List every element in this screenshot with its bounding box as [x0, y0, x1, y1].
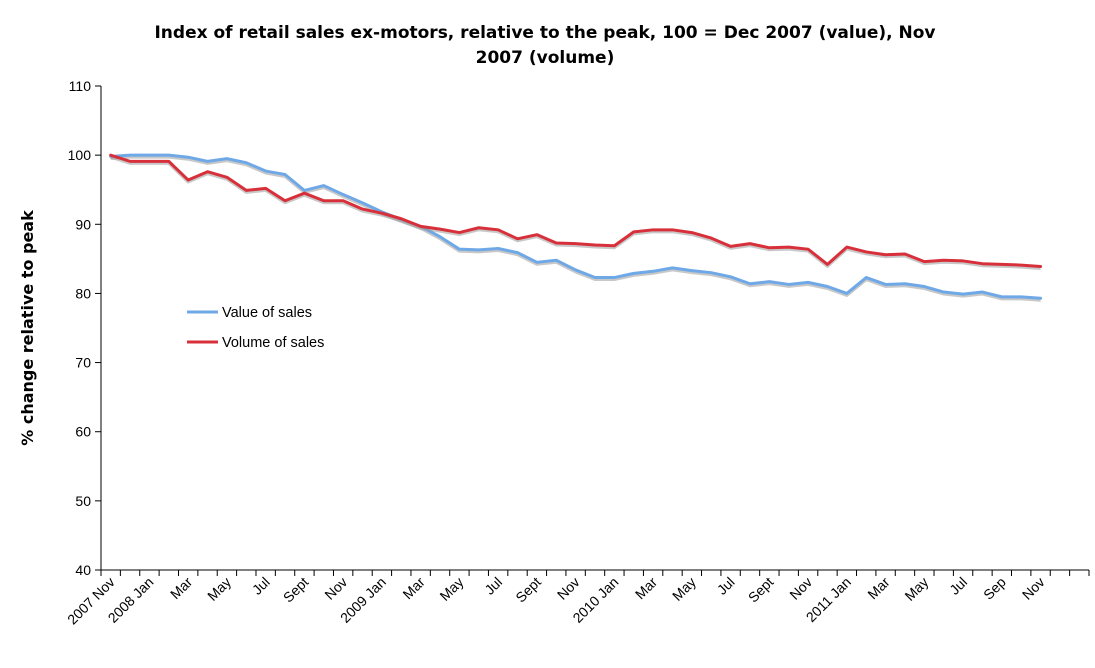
volume-of-sales-shadow — [110, 155, 1041, 270]
x-tick-label: Mar — [399, 574, 428, 603]
x-tick-label: Mar — [864, 574, 893, 603]
chart-title-line-1: Index of retail sales ex-motors, relativ… — [154, 23, 935, 43]
chart-title-line-2: 2007 (volume) — [476, 48, 615, 68]
x-tick-label: Nov — [554, 574, 583, 603]
value-of-sales-line — [109, 153, 1043, 300]
x-tick-label: Jul — [481, 574, 505, 598]
y-tick-label: 110 — [69, 78, 92, 94]
x-tick-label: Sep — [980, 574, 1009, 603]
x-tick-label: Jul — [714, 574, 738, 598]
x-tick-label: Jul — [946, 574, 970, 598]
x-tick-label: Jul — [249, 574, 273, 598]
y-tick-label: 100 — [68, 147, 92, 163]
legend-label-value-of-sales: Value of sales — [222, 305, 312, 321]
y-tick-label: 70 — [75, 355, 91, 371]
x-tick-label: Sept — [512, 574, 544, 606]
x-tick-label: Mar — [632, 574, 661, 603]
x-tick-label: May — [669, 574, 699, 604]
value-of-sales-shadow — [110, 155, 1041, 302]
y-tick-label: 80 — [75, 285, 91, 301]
x-tick-label: Nov — [321, 574, 350, 603]
legend: Value of sales Volume of sales — [187, 305, 324, 351]
y-tick-label: 50 — [75, 493, 91, 509]
legend-label-volume-of-sales: Volume of sales — [222, 335, 324, 351]
y-axis-label: % change relative to peak — [18, 210, 37, 446]
x-tick-label: Sept — [745, 574, 777, 606]
x-tick-label: May — [901, 574, 931, 604]
volume-of-sales-line — [109, 153, 1043, 268]
x-tick-label: May — [436, 574, 466, 604]
series-layer — [109, 153, 1043, 302]
y-tick-label: 90 — [75, 216, 91, 232]
y-tick-label: 40 — [75, 562, 91, 578]
y-tick-label: 60 — [75, 424, 91, 440]
x-tick-label: May — [204, 574, 234, 604]
x-tick-label: Nov — [1019, 574, 1048, 603]
x-tick-label: Sept — [280, 574, 312, 606]
x-tick-label: Mar — [167, 574, 196, 603]
x-tick-label: Nov — [786, 574, 815, 603]
